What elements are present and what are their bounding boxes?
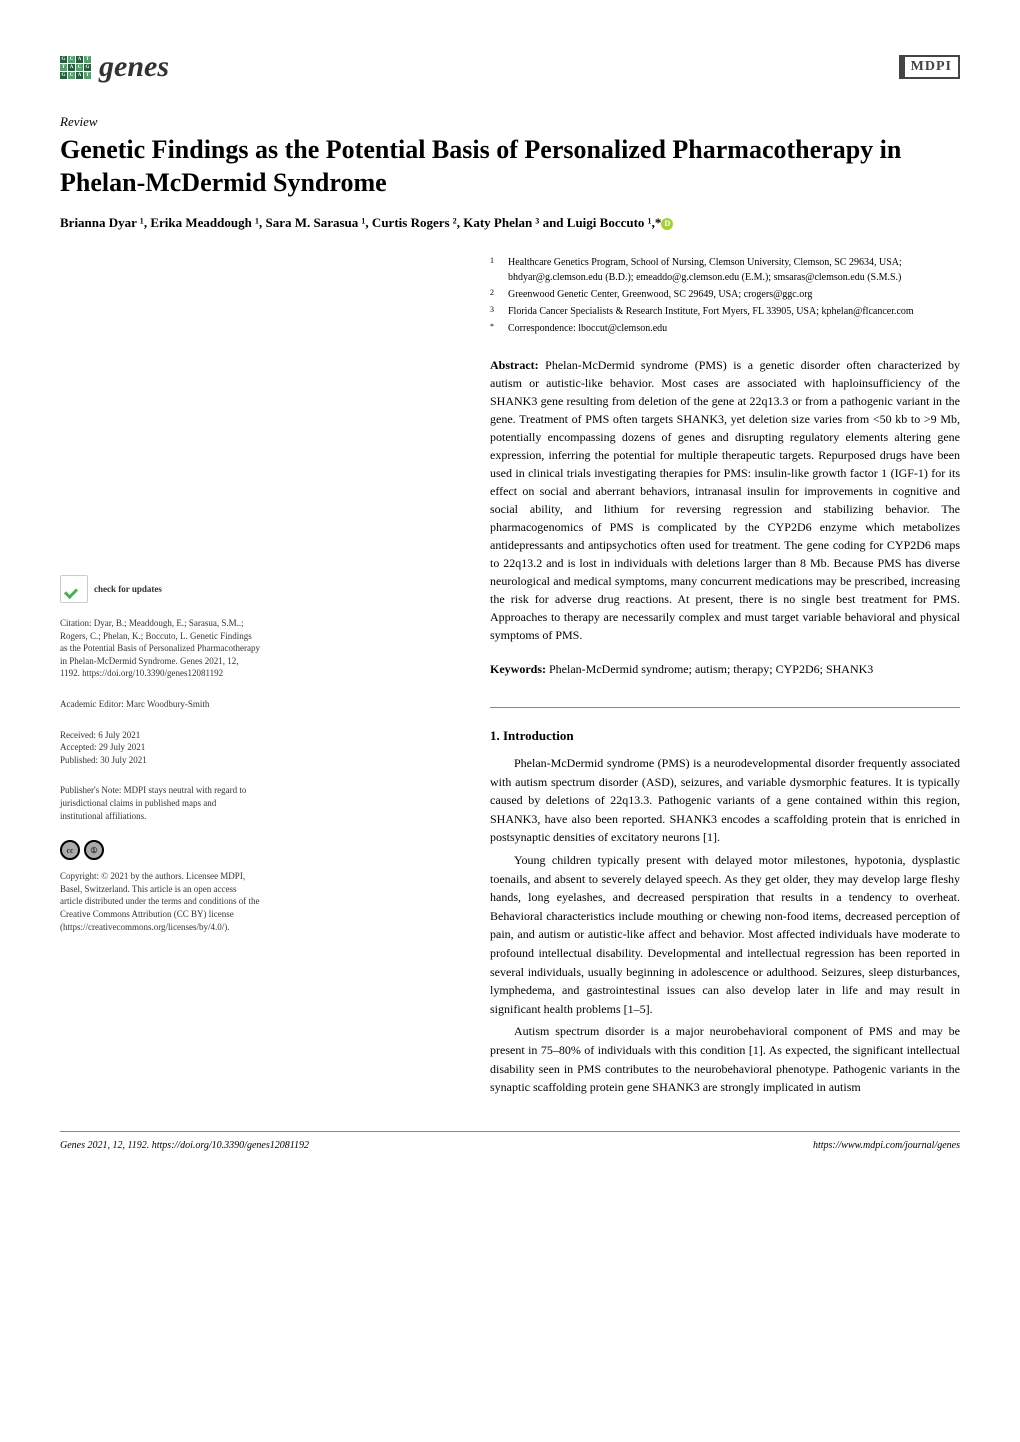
authors-line: Brianna Dyar ¹, Erika Meaddough ¹, Sara … <box>60 215 960 231</box>
authors-text: Brianna Dyar ¹, Erika Meaddough ¹, Sara … <box>60 215 661 230</box>
orcid-icon: D <box>661 218 673 230</box>
check-icon <box>60 575 88 603</box>
sidebar: check for updates Citation: Dyar, B.; Me… <box>60 255 260 1101</box>
affiliation-row: 1 Healthcare Genetics Program, School of… <box>490 255 960 285</box>
keywords-block: Keywords: Phelan-McDermid syndrome; auti… <box>490 662 960 677</box>
genes-logo-grid: GCAT TACG GCAT <box>60 56 91 79</box>
page-header: GCAT TACG GCAT genes MDPI <box>60 50 960 84</box>
body-text: Phelan-McDermid syndrome (PMS) is a neur… <box>490 754 960 1097</box>
citation-block: Citation: Dyar, B.; Meaddough, E.; Saras… <box>60 617 260 680</box>
affil-text: Greenwood Genetic Center, Greenwood, SC … <box>508 287 812 302</box>
affiliations-block: 1 Healthcare Genetics Program, School of… <box>490 255 960 336</box>
journal-logo: GCAT TACG GCAT genes <box>60 50 169 84</box>
journal-name: genes <box>99 50 169 84</box>
affil-text: Correspondence: lboccut@clemson.edu <box>508 321 667 336</box>
footer-right: https://www.mdpi.com/journal/genes <box>813 1140 960 1151</box>
article-title: Genetic Findings as the Potential Basis … <box>60 134 960 199</box>
publisher-note-block: Publisher's Note: MDPI stays neutral wit… <box>60 784 260 822</box>
page-footer: Genes 2021, 12, 1192. https://doi.org/10… <box>60 1131 960 1151</box>
mdpi-mark: MDPI <box>899 55 960 79</box>
dates-block: Received: 6 July 2021 Accepted: 29 July … <box>60 729 260 767</box>
content-wrapper: check for updates Citation: Dyar, B.; Me… <box>60 255 960 1101</box>
affil-text: Healthcare Genetics Program, School of N… <box>508 255 960 285</box>
affil-num: * <box>490 321 500 336</box>
paragraph: Autism spectrum disorder is a major neur… <box>490 1022 960 1096</box>
check-updates-block[interactable]: check for updates <box>60 575 260 603</box>
abstract-block: Abstract: Phelan-McDermid syndrome (PMS)… <box>490 356 960 644</box>
keywords-text: Phelan-McDermid syndrome; autism; therap… <box>549 662 873 676</box>
editor-block: Academic Editor: Marc Woodbury-Smith <box>60 698 260 711</box>
affiliation-row: 3 Florida Cancer Specialists & Research … <box>490 304 960 319</box>
section-heading: 1. Introduction <box>490 728 960 744</box>
affil-num: 2 <box>490 287 500 302</box>
abstract-label: Abstract: <box>490 358 539 372</box>
keywords-label: Keywords: <box>490 662 546 676</box>
main-column: 1 Healthcare Genetics Program, School of… <box>290 255 960 1101</box>
affiliation-row: 2 Greenwood Genetic Center, Greenwood, S… <box>490 287 960 302</box>
affil-text: Florida Cancer Specialists & Research In… <box>508 304 914 319</box>
footer-left: Genes 2021, 12, 1192. https://doi.org/10… <box>60 1140 309 1151</box>
cc-icon: cc <box>60 840 80 860</box>
affil-num: 3 <box>490 304 500 319</box>
affil-num: 1 <box>490 255 500 285</box>
article-type-label: Review <box>60 114 960 130</box>
section-divider <box>490 707 960 708</box>
paragraph: Phelan-McDermid syndrome (PMS) is a neur… <box>490 754 960 847</box>
by-icon: ① <box>84 840 104 860</box>
publisher-logo: MDPI <box>899 55 960 79</box>
copyright-block: Copyright: © 2021 by the authors. Licens… <box>60 870 260 933</box>
check-updates-text: check for updates <box>94 583 162 596</box>
cc-license-block: cc ① <box>60 840 260 860</box>
paragraph: Young children typically present with de… <box>490 851 960 1018</box>
page-container: GCAT TACG GCAT genes MDPI Review Genetic… <box>0 0 1020 1191</box>
abstract-text: Phelan-McDermid syndrome (PMS) is a gene… <box>490 358 960 642</box>
affiliation-row: * Correspondence: lboccut@clemson.edu <box>490 321 960 336</box>
